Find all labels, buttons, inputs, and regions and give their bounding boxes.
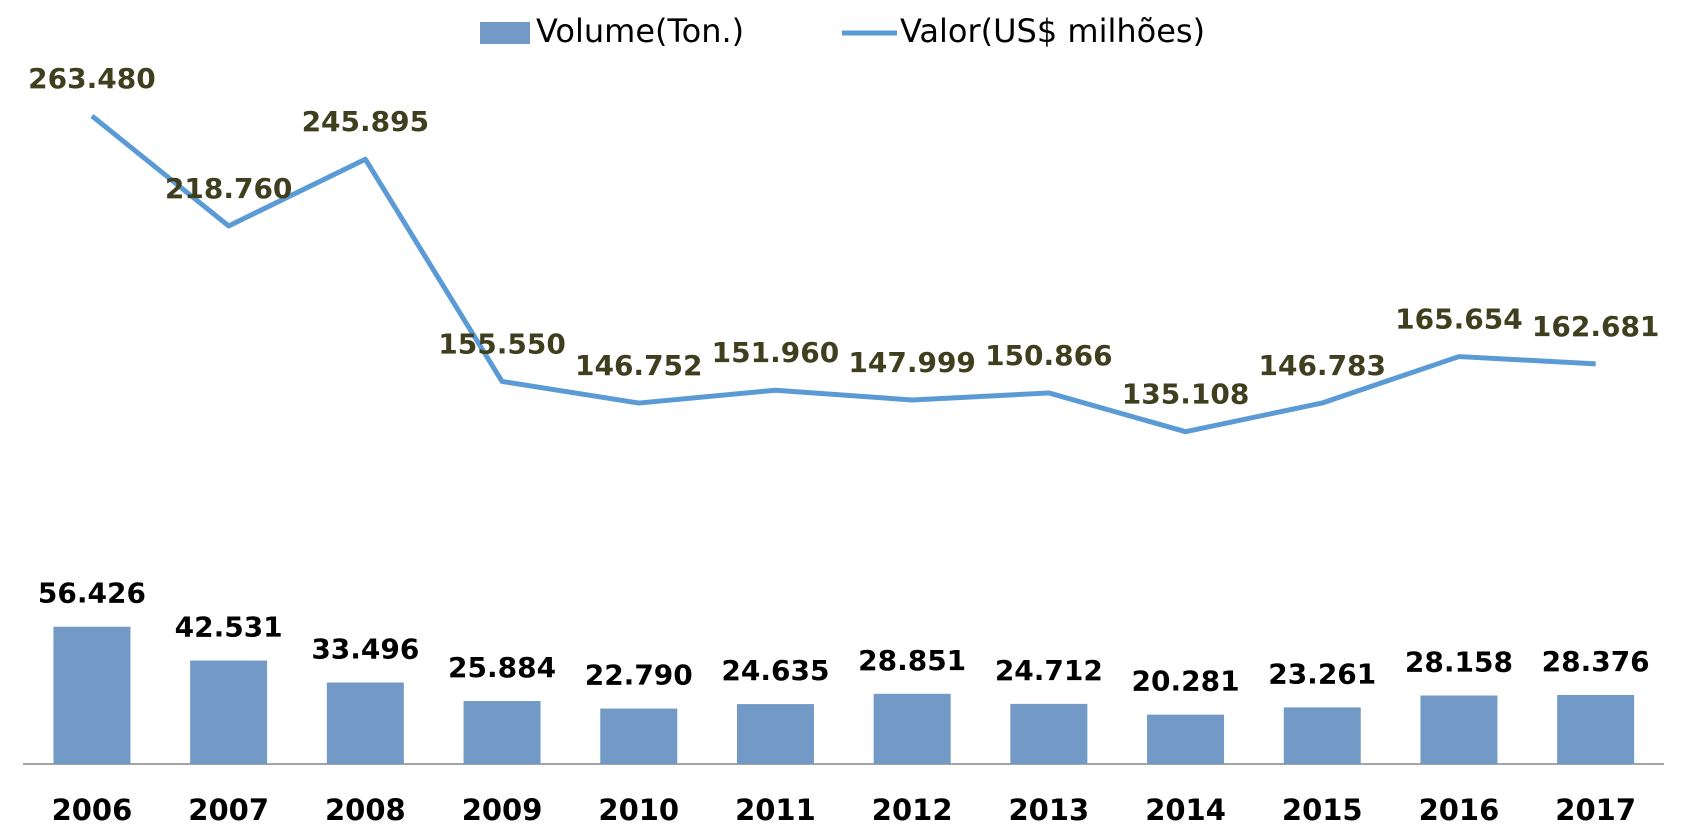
x-tick-label: 2013	[1008, 793, 1089, 827]
x-tick-label: 2017	[1555, 793, 1636, 827]
bar	[1283, 707, 1361, 764]
data-label: 162.681	[1532, 310, 1660, 343]
x-tick-label: 2010	[598, 793, 679, 827]
x-tick-label: 2015	[1282, 793, 1363, 827]
bar	[873, 693, 951, 764]
line	[90, 114, 1596, 435]
data-label: 24.712	[995, 654, 1103, 687]
x-tick-label: 2006	[52, 793, 133, 827]
bar	[1010, 703, 1088, 764]
bar	[463, 701, 541, 764]
x-tick-label: 2011	[735, 793, 816, 827]
bar	[736, 704, 814, 764]
data-label: 20.281	[1132, 665, 1240, 698]
x-tick-label: 2008	[325, 793, 406, 827]
bar	[1420, 695, 1498, 764]
legend-label: Valor(US$ milhões)	[900, 12, 1205, 50]
data-label: 23.261	[1268, 657, 1376, 690]
data-label: 28.158	[1405, 645, 1513, 678]
data-label: 25.884	[448, 651, 556, 684]
data-label: 28.851	[858, 644, 966, 677]
x-tick-label: 2007	[188, 793, 269, 827]
bar	[190, 660, 268, 764]
x-tick-label: 2016	[1419, 793, 1500, 827]
bar	[1557, 694, 1635, 764]
data-label: 245.895	[302, 105, 430, 138]
x-tick-label: 2014	[1145, 793, 1226, 827]
data-label: 135.108	[1122, 378, 1250, 411]
bar	[1147, 714, 1225, 764]
data-label: 22.790	[585, 659, 693, 692]
data-label: 263.480	[28, 62, 156, 95]
data-label: 146.783	[1258, 349, 1386, 382]
bar	[326, 682, 404, 764]
bar	[53, 626, 131, 764]
data-label: 165.654	[1395, 303, 1523, 336]
data-label: 56.426	[38, 577, 146, 610]
legend-swatch	[480, 22, 530, 44]
x-tick-label: 2012	[872, 793, 953, 827]
legend-label: Volume(Ton.)	[536, 12, 744, 50]
data-label: 146.752	[575, 349, 703, 382]
data-label: 218.760	[165, 172, 293, 205]
data-label: 24.635	[721, 654, 829, 687]
x-tick-label: 2009	[462, 793, 543, 827]
data-label: 150.866	[985, 339, 1113, 372]
data-label: 33.496	[311, 633, 419, 666]
bar	[600, 708, 678, 764]
data-label: 147.999	[848, 346, 976, 379]
data-label: 155.550	[438, 327, 566, 360]
data-label: 28.376	[1542, 645, 1650, 678]
data-label: 42.531	[175, 611, 283, 644]
data-label: 151.960	[712, 336, 840, 369]
